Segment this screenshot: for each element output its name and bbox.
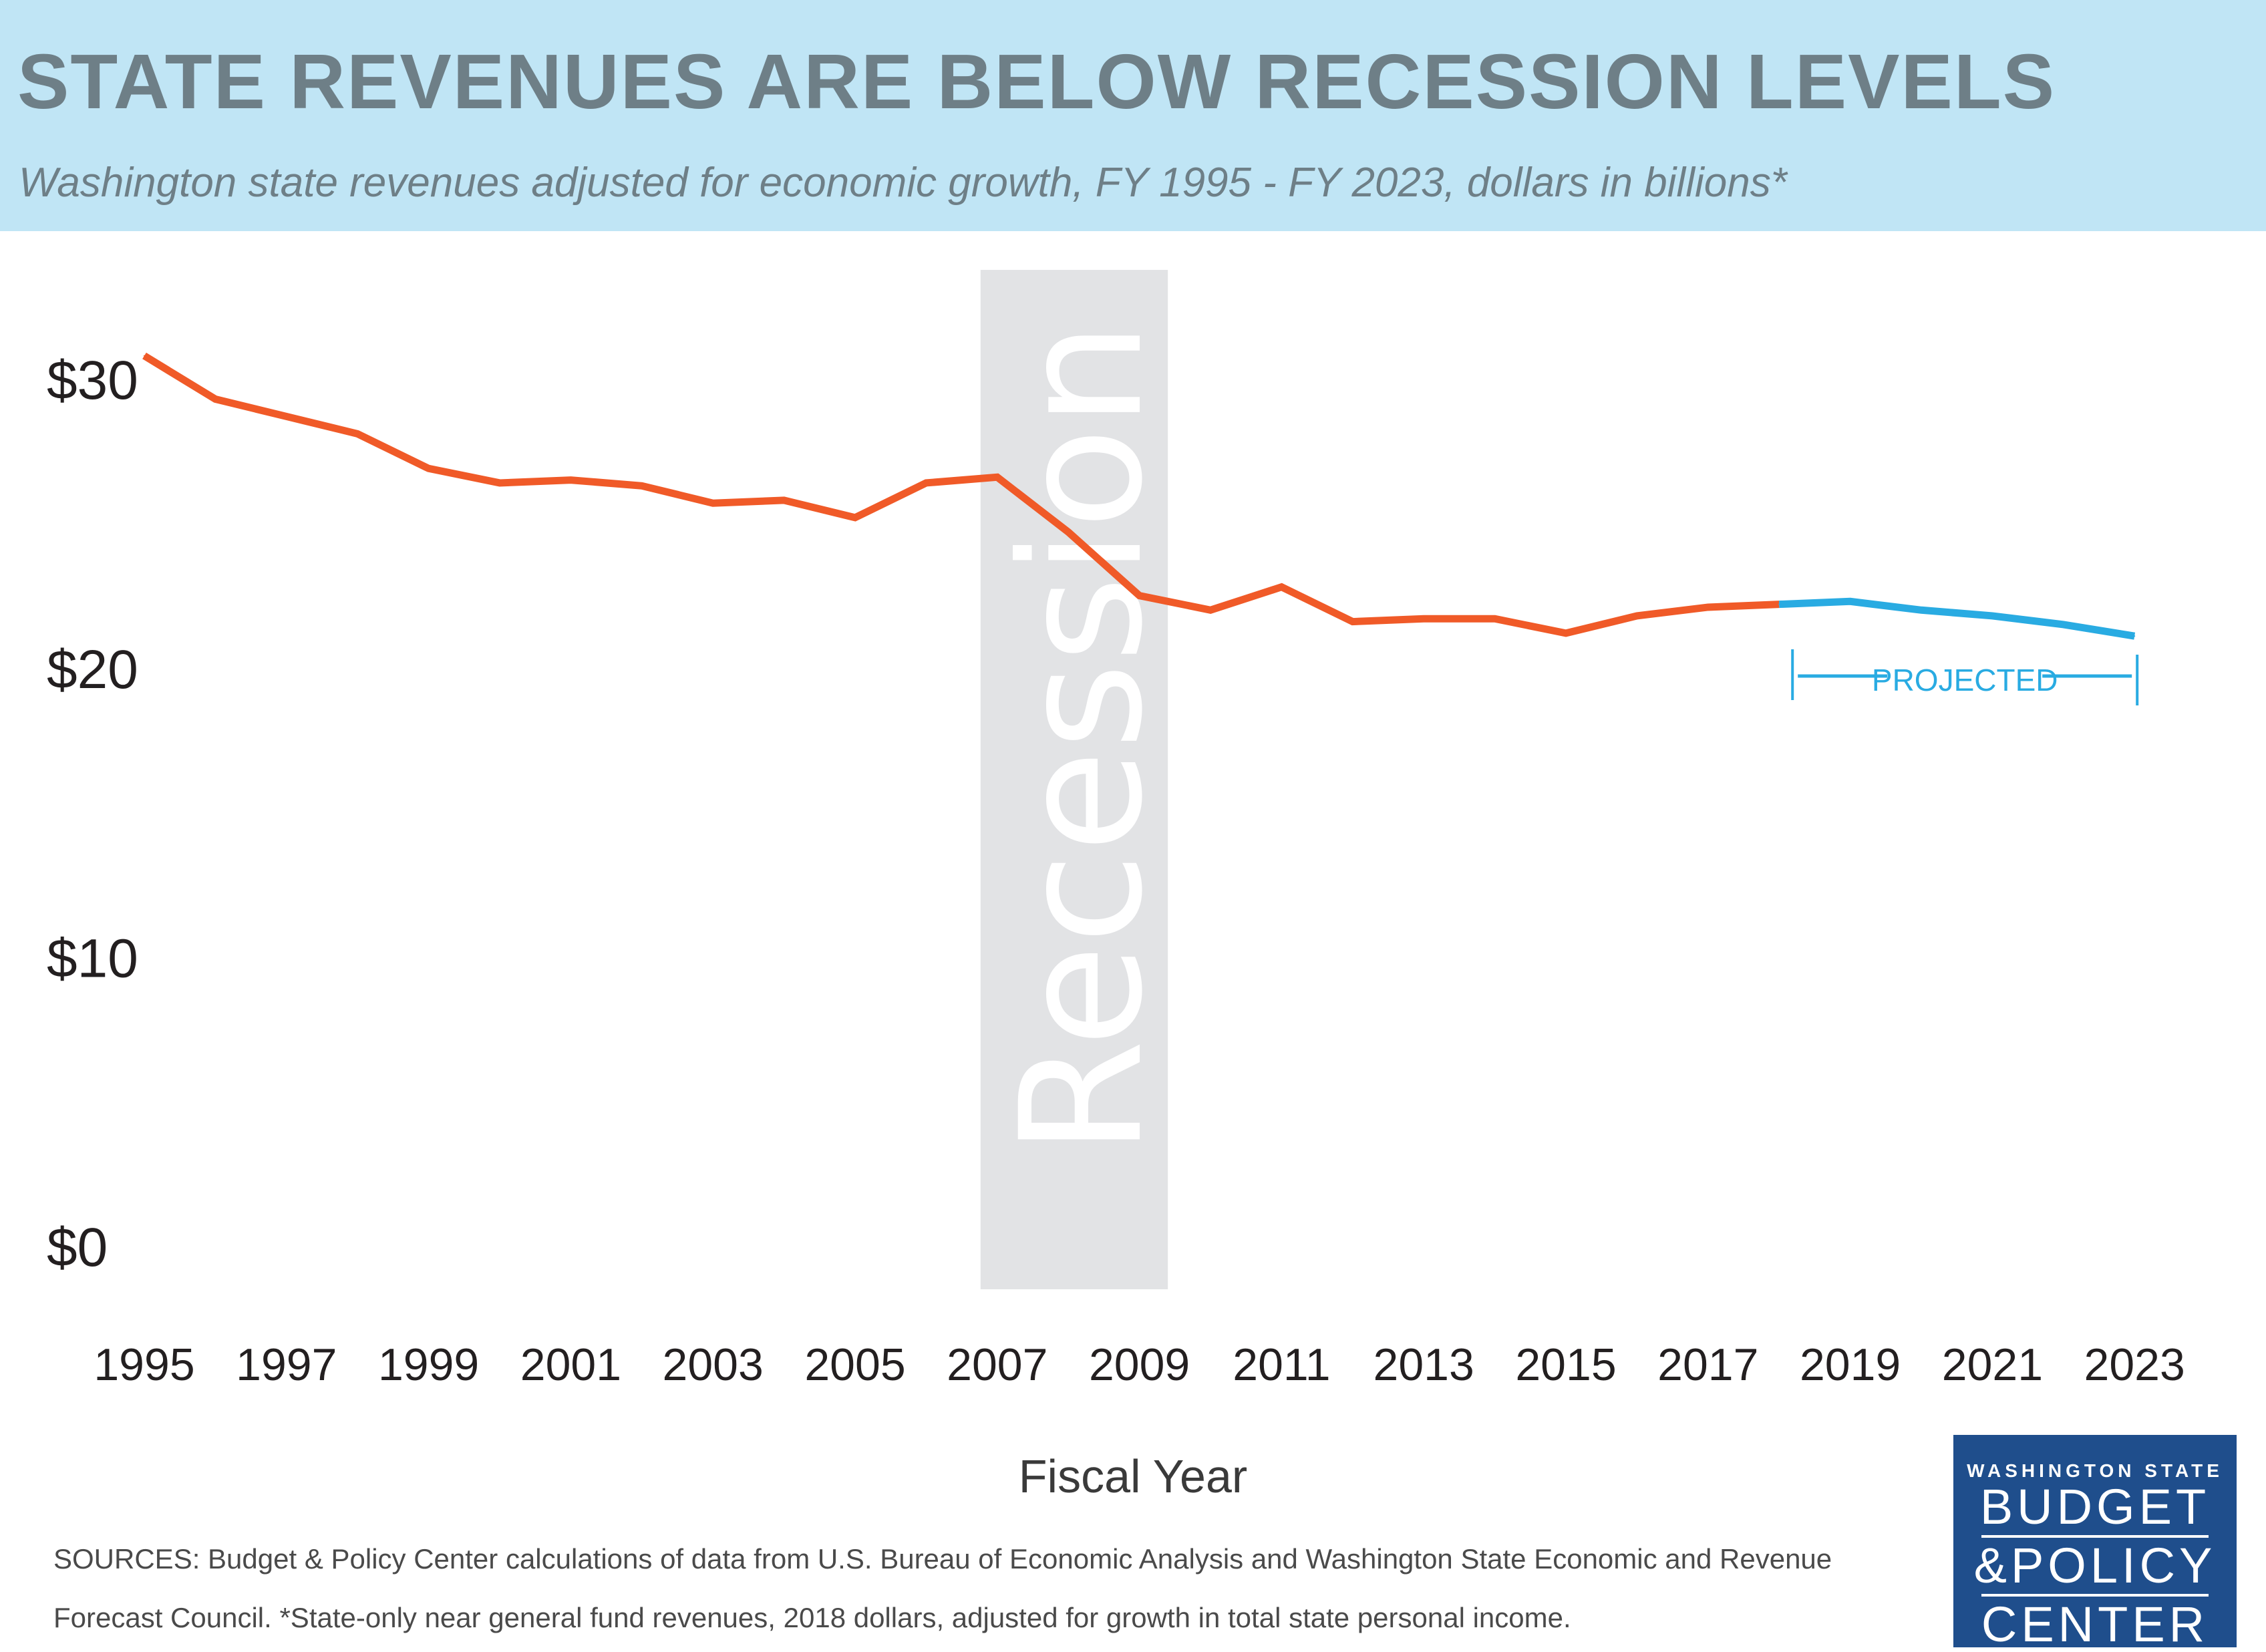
data-point-1 [1849, 601, 1851, 603]
data-point-1 [1921, 609, 1922, 611]
y-tick-label: $30 [47, 350, 138, 411]
series-line-1 [1778, 597, 2136, 640]
x-tick-label: 2009 [1089, 1339, 1190, 1390]
x-tick-label: 1997 [236, 1339, 337, 1390]
logo-divider [1981, 1594, 2209, 1597]
logo-divider [1981, 1535, 2209, 1538]
data-point-0 [428, 468, 430, 470]
x-tick-label: 1995 [94, 1339, 194, 1390]
data-point-0 [854, 516, 856, 518]
sources-note: SOURCES: Budget & Policy Center calculat… [53, 1530, 1924, 1647]
budget-policy-center-logo: WASHINGTON STATE BUDGET &POLICY CENTER [1953, 1435, 2237, 1652]
data-point-0 [570, 479, 572, 481]
x-tick-label: 2013 [1373, 1339, 1474, 1390]
x-tick-label: 2019 [1800, 1339, 1901, 1390]
y-tick-label: $0 [47, 1217, 108, 1278]
x-tick-label: 1999 [378, 1339, 479, 1390]
x-axis-label: Fiscal Year [1018, 1450, 1248, 1502]
data-point-0 [1138, 595, 1140, 597]
data-point-0 [1707, 606, 1709, 608]
x-tick-label: 2003 [663, 1339, 764, 1390]
data-point-1 [2134, 635, 2136, 637]
data-point-0 [1636, 615, 1638, 617]
data-point-0 [1423, 618, 1425, 620]
chart-title: STATE REVENUES ARE BELOW RECESSION LEVEL… [17, 38, 2056, 125]
data-point-0 [925, 482, 927, 484]
data-point-0 [783, 499, 785, 501]
series-line-0 [142, 352, 1780, 637]
data-point-0 [996, 476, 998, 478]
x-tick-label: 2021 [1942, 1339, 2043, 1390]
x-tick-label: 2011 [1233, 1339, 1330, 1390]
data-point-0 [712, 502, 714, 504]
chart-subtitle: Washington state revenues adjusted for e… [19, 160, 1787, 206]
data-point-0 [1351, 621, 1353, 623]
data-point-0 [1281, 586, 1283, 588]
data-point-0 [641, 485, 643, 487]
y-tick-label: $10 [47, 928, 138, 989]
data-point-0 [357, 433, 359, 435]
x-tick-label: 2015 [1515, 1339, 1616, 1390]
logo-line-3: &POLICY [1973, 1538, 2217, 1593]
x-tick-label: 2017 [1657, 1339, 1758, 1390]
y-tick-label: $20 [47, 639, 138, 700]
data-point-0 [1068, 531, 1070, 533]
data-point-0 [1494, 618, 1496, 620]
data-point-0 [214, 398, 216, 400]
x-tick-label: 2023 [2084, 1339, 2185, 1390]
sources-line-1: SOURCES: Budget & Policy Center calculat… [53, 1543, 1832, 1575]
data-point-0 [499, 482, 500, 484]
data-point-0 [1210, 609, 1211, 611]
data-point-0 [285, 416, 287, 418]
header-banner: STATE REVENUES ARE BELOW RECESSION LEVEL… [0, 0, 2266, 231]
logo-line-4: CENTER [1981, 1597, 2209, 1652]
projected-label: PROJECTED [1872, 663, 2058, 697]
recession-label: Recession [985, 321, 1179, 1156]
data-point-0 [144, 355, 145, 357]
logo-line-1: WASHINGTON STATE [1967, 1460, 2223, 1481]
data-point-1 [1778, 603, 1780, 605]
data-point-1 [2062, 623, 2064, 625]
x-tick-label: 2007 [947, 1339, 1047, 1390]
logo-line-2: BUDGET [1979, 1479, 2211, 1534]
x-tick-label: 2001 [520, 1339, 621, 1390]
sources-line-2: Forecast Council. *State-only near gener… [53, 1602, 1571, 1633]
x-tick-label: 2005 [804, 1339, 905, 1390]
data-point-1 [1991, 615, 1993, 617]
recession-band [980, 270, 1168, 1289]
data-point-0 [1565, 632, 1567, 634]
